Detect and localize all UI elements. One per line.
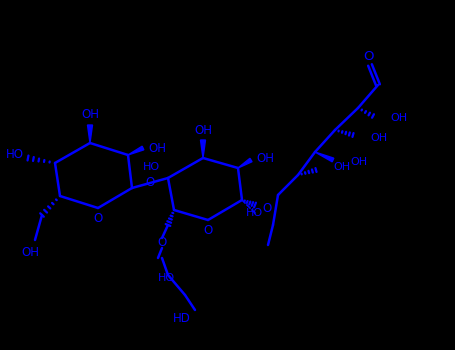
Polygon shape xyxy=(128,146,144,155)
Text: O: O xyxy=(203,224,212,237)
Text: OH: OH xyxy=(148,141,166,154)
Text: O: O xyxy=(262,202,271,215)
Text: OH: OH xyxy=(333,162,350,172)
Text: OH: OH xyxy=(21,245,39,259)
Text: OH: OH xyxy=(81,108,99,121)
Text: O: O xyxy=(93,211,103,224)
Text: HO: HO xyxy=(246,208,263,218)
Text: HD: HD xyxy=(173,312,191,324)
Text: HO: HO xyxy=(6,148,24,161)
Text: O: O xyxy=(146,176,155,189)
Text: OH: OH xyxy=(194,124,212,136)
Polygon shape xyxy=(201,140,206,158)
Text: HO: HO xyxy=(143,162,160,172)
Text: OH: OH xyxy=(256,152,274,164)
Polygon shape xyxy=(238,158,252,168)
Polygon shape xyxy=(87,125,92,143)
Text: O: O xyxy=(363,50,373,63)
Text: OH: OH xyxy=(370,133,387,143)
Text: HO: HO xyxy=(158,273,175,283)
Text: OH: OH xyxy=(390,113,407,123)
Text: OH: OH xyxy=(350,157,367,167)
Polygon shape xyxy=(315,152,334,162)
Text: O: O xyxy=(157,236,167,248)
